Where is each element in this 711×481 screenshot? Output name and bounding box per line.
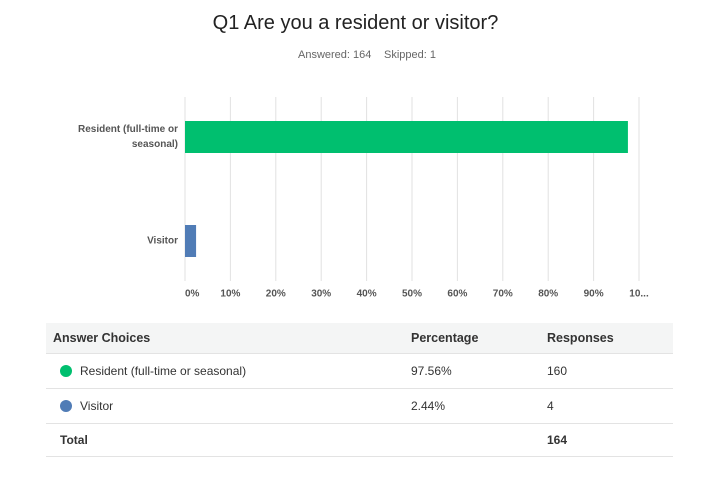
total-label: Total	[46, 423, 404, 457]
choice: Resident (full-time or seasonal)	[80, 364, 247, 378]
results-table: Answer Choices Percentage Responses Resi…	[46, 323, 673, 457]
skipped: Skipped: 1	[384, 49, 436, 61]
category-label: Resident (full-time or seasonal)	[77, 124, 178, 150]
x-tick-label: 30%	[311, 289, 331, 300]
x-tick-label: 20%	[266, 289, 286, 300]
x-tick-label: 10...	[629, 289, 649, 300]
percentage: 97.56%	[404, 353, 540, 389]
chart: 0% 10% 20% 30% 40% 50% 60% 70% 80% 90% 10...	[184, 97, 649, 300]
x-tick-label: 10%	[220, 289, 240, 300]
x-tick-label: 70%	[493, 289, 513, 300]
bar	[185, 121, 628, 153]
x-tick-label: 0%	[185, 289, 200, 300]
x-tick-label: 50%	[402, 289, 422, 300]
dot	[60, 365, 72, 377]
responses: 160	[540, 353, 673, 389]
responses: 4	[540, 388, 673, 424]
dot	[60, 400, 72, 412]
total: 164	[540, 423, 673, 457]
header: Responses	[540, 323, 673, 354]
x-tick-label: 40%	[357, 289, 377, 300]
percentage: 2.44%	[404, 388, 540, 424]
category-label: Visitor	[147, 235, 178, 247]
x-tick-label: 60%	[447, 289, 467, 300]
choice: Visitor	[80, 399, 114, 413]
chart-title: Q1 Are you a resident or visitor?	[212, 12, 499, 34]
x-tick-label: 90%	[584, 289, 604, 300]
bar	[185, 225, 197, 257]
header: Answer Choices	[46, 323, 404, 354]
answered: Answered: 164	[298, 49, 372, 61]
x-tick-label: 80%	[538, 289, 558, 300]
header: Percentage	[404, 323, 540, 354]
